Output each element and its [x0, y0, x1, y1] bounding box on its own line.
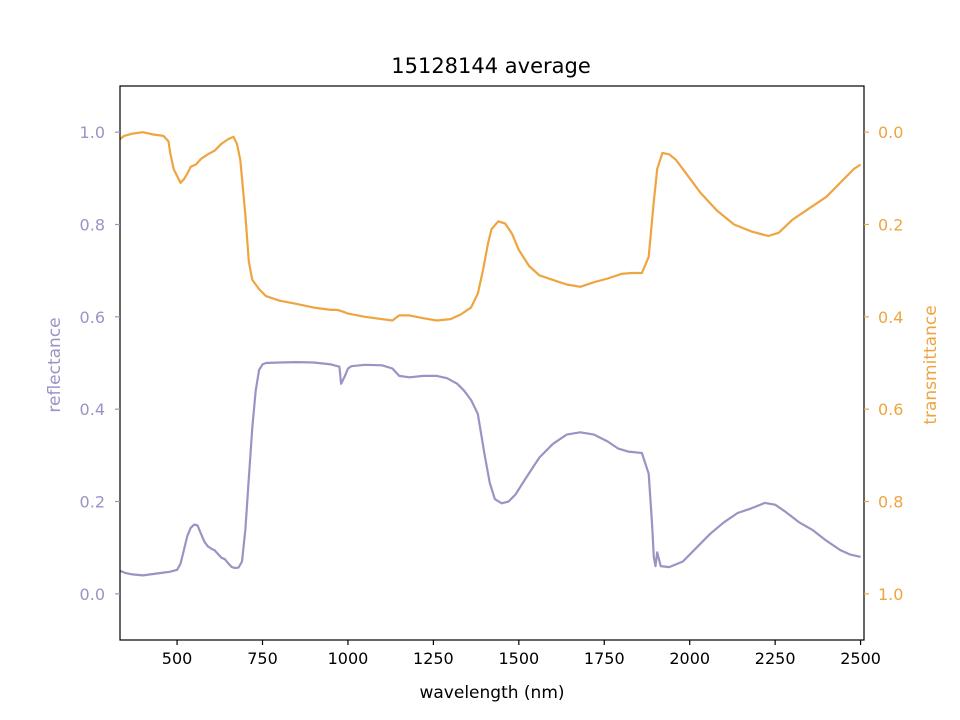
- x-tick-label: 2250: [755, 649, 796, 668]
- x-tick-label: 2500: [840, 649, 881, 668]
- right-y-axis: 0.0 0.2 0.4 0.6 0.8 1.0: [864, 123, 903, 604]
- x-tick-label: 750: [247, 649, 278, 668]
- left-y-tick-label: 0.0: [80, 585, 105, 604]
- x-axis: 500 750 1000 1250 1500 1750 2000 2250 2500: [162, 640, 881, 668]
- right-y-tick-label: 1.0: [878, 585, 903, 604]
- left-y-tick-label: 0.4: [80, 400, 105, 419]
- right-y-tick-label: 0.4: [878, 308, 903, 327]
- left-y-axis-label: reflectance: [45, 317, 65, 412]
- reflectance-series-line: [119, 361, 861, 577]
- x-tick-label: 2000: [669, 649, 710, 668]
- x-tick-label: 1500: [498, 649, 539, 668]
- x-tick-label: 1750: [584, 649, 625, 668]
- left-y-tick-label: 0.2: [80, 493, 105, 512]
- x-tick-label: 1250: [413, 649, 454, 668]
- right-y-axis-label: transmittance: [921, 305, 941, 424]
- right-y-tick-label: 0.8: [878, 493, 903, 512]
- x-axis-label: wavelength (nm): [419, 683, 564, 703]
- x-tick-label: 1000: [328, 649, 369, 668]
- left-y-tick-label: 0.6: [80, 308, 105, 327]
- right-y-tick-label: 0.2: [878, 216, 903, 235]
- chart-title: 15128144 average: [391, 54, 591, 78]
- plot-frame: [119, 85, 865, 641]
- plot-area: [119, 131, 862, 577]
- transmittance-series-line: [119, 131, 862, 322]
- left-y-axis: 0.0 0.2 0.4 0.6 0.8 1.0: [80, 123, 120, 604]
- right-y-tick-label: 0.0: [878, 123, 903, 142]
- right-y-tick-label: 0.6: [878, 400, 903, 419]
- left-y-tick-label: 0.8: [80, 216, 105, 235]
- x-tick-label: 500: [162, 649, 193, 668]
- left-y-tick-label: 1.0: [80, 123, 105, 142]
